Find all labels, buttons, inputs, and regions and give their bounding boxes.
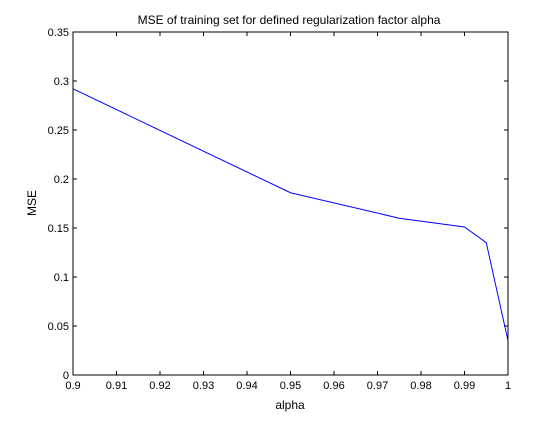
series-line-0	[72, 88, 509, 341]
x-tick-label: 0.9	[65, 380, 80, 392]
y-axis-title: MSE	[25, 190, 39, 216]
y-tick-label: 0.15	[48, 223, 69, 235]
y-tick-label: 0.25	[48, 125, 69, 137]
y-tick-label: 0.1	[54, 272, 69, 284]
x-tick-label: 0.97	[367, 380, 388, 392]
x-tick-label: 1	[505, 380, 511, 392]
y-tick-label: 0.2	[54, 174, 69, 186]
y-tick-label: 0	[63, 370, 69, 382]
x-tick-label: 0.92	[149, 380, 170, 392]
x-axis-title: alpha	[275, 398, 305, 412]
x-tick-label: 0.93	[193, 380, 214, 392]
x-tick-label: 0.99	[454, 380, 475, 392]
y-tick-label: 0.35	[48, 27, 69, 39]
plot-area	[72, 31, 509, 376]
y-axis: 0 0.05 0.1 0.15 0.2 0.25 0.3 0.35	[48, 27, 508, 382]
series-layer	[72, 88, 509, 341]
x-tick-label: 0.94	[236, 380, 257, 392]
chart-title: MSE of training set for defined regulari…	[138, 13, 441, 27]
x-tick-label: 0.95	[280, 380, 301, 392]
x-axis: 0.9 0.91 0.92 0.93 0.94 0.95 0.96 0.97 0.98 0.99 1	[65, 32, 511, 392]
x-tick-label: 0.96	[323, 380, 344, 392]
y-tick-label: 0.05	[48, 321, 69, 333]
x-tick-label: 0.98	[410, 380, 431, 392]
y-tick-label: 0.3	[54, 76, 69, 88]
x-tick-label: 0.91	[106, 380, 127, 392]
